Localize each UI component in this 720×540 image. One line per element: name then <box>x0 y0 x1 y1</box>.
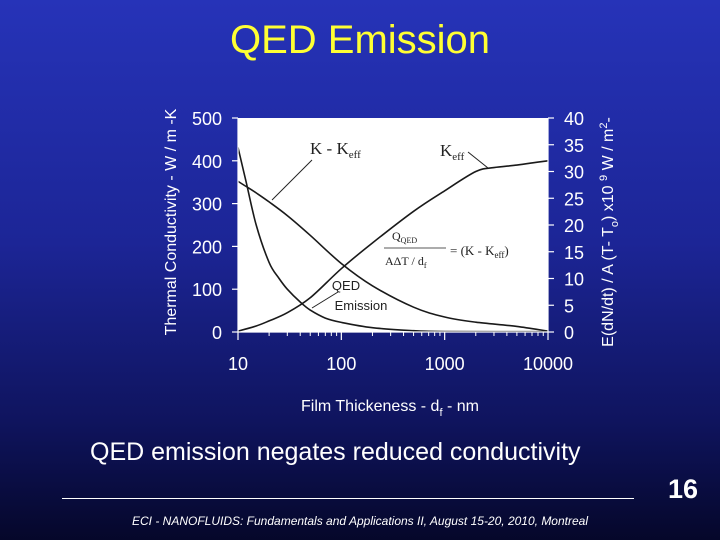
y-axis-right-label: E(dN/dt) / A (T- To) x10 9 W / m2- <box>598 117 621 347</box>
plot-area <box>238 118 548 332</box>
y-right-tick-label: 15 <box>564 243 584 263</box>
series-curves <box>237 147 549 333</box>
y-right-tick-label: 0 <box>564 323 574 343</box>
series-keff <box>237 160 549 332</box>
y-right-tick-label: 20 <box>564 216 584 236</box>
y-left-tick-label: 300 <box>192 195 222 215</box>
y-left-tick-label: 100 <box>192 280 222 300</box>
annotation-k-minus-keff: K - Keff <box>271 139 361 201</box>
y-right-tick-label: 25 <box>564 189 584 209</box>
y-right-tick-label: 30 <box>564 163 584 183</box>
y-left-tick-label: 200 <box>192 237 222 257</box>
x-axis-label: Film Thickeness - df - nm <box>301 398 479 419</box>
series-qed-emission <box>237 147 549 333</box>
slide-title: QED Emission <box>229 18 491 62</box>
y-axis-left-label: Thermal Conductivity - W / m -K <box>163 108 180 335</box>
y-left-tick-label: 0 <box>212 323 222 343</box>
y-left-tick-label: 400 <box>192 152 222 172</box>
x-tick-label: 1000 <box>425 354 465 374</box>
x-tick-label: 100 <box>326 354 356 374</box>
y-right-tick-label: 10 <box>564 270 584 290</box>
svg-text:AΔT / df: AΔT / df <box>385 254 427 270</box>
annotation-keff: Keff <box>440 141 489 169</box>
footer-text: ECI - NANOFLUIDS: Fundamentals and Appli… <box>132 514 588 528</box>
x-tick-label: 10000 <box>523 354 573 374</box>
y-right-tick-label: 40 <box>564 109 584 129</box>
svg-text:Keff: Keff <box>440 141 465 163</box>
slide-subtitle: QED emission negates reduced conductivit… <box>90 438 581 466</box>
svg-text:Emission: Emission <box>335 298 388 313</box>
y-right-tick-label: 35 <box>564 136 584 156</box>
equation: QQED AΔT / df = (K - Keff) <box>384 229 509 270</box>
svg-text:K - Keff: K - Keff <box>310 139 361 161</box>
page-number: 16 <box>668 474 699 504</box>
svg-text:= (K - Keff): = (K - Keff) <box>450 243 509 260</box>
footer-divider <box>62 498 634 499</box>
y-right-tick-label: 5 <box>564 296 574 316</box>
x-tick-label: 10 <box>228 354 248 374</box>
y-left-tick-label: 500 <box>192 109 222 129</box>
axis-ticks: 10 100 1000 10000 0 100 200 300 400 500 0 5 10 15 20 25… <box>192 109 584 374</box>
qed-emission-chart: 10 100 1000 10000 0 100 200 300 400 500 0 5 10 15 20 25… <box>163 108 621 419</box>
series-k-minus-keff <box>237 180 549 332</box>
svg-text:QED: QED <box>332 278 360 293</box>
annotation-qed-emission: QED Emission <box>311 278 388 313</box>
svg-text:QQED: QQED <box>392 229 417 245</box>
